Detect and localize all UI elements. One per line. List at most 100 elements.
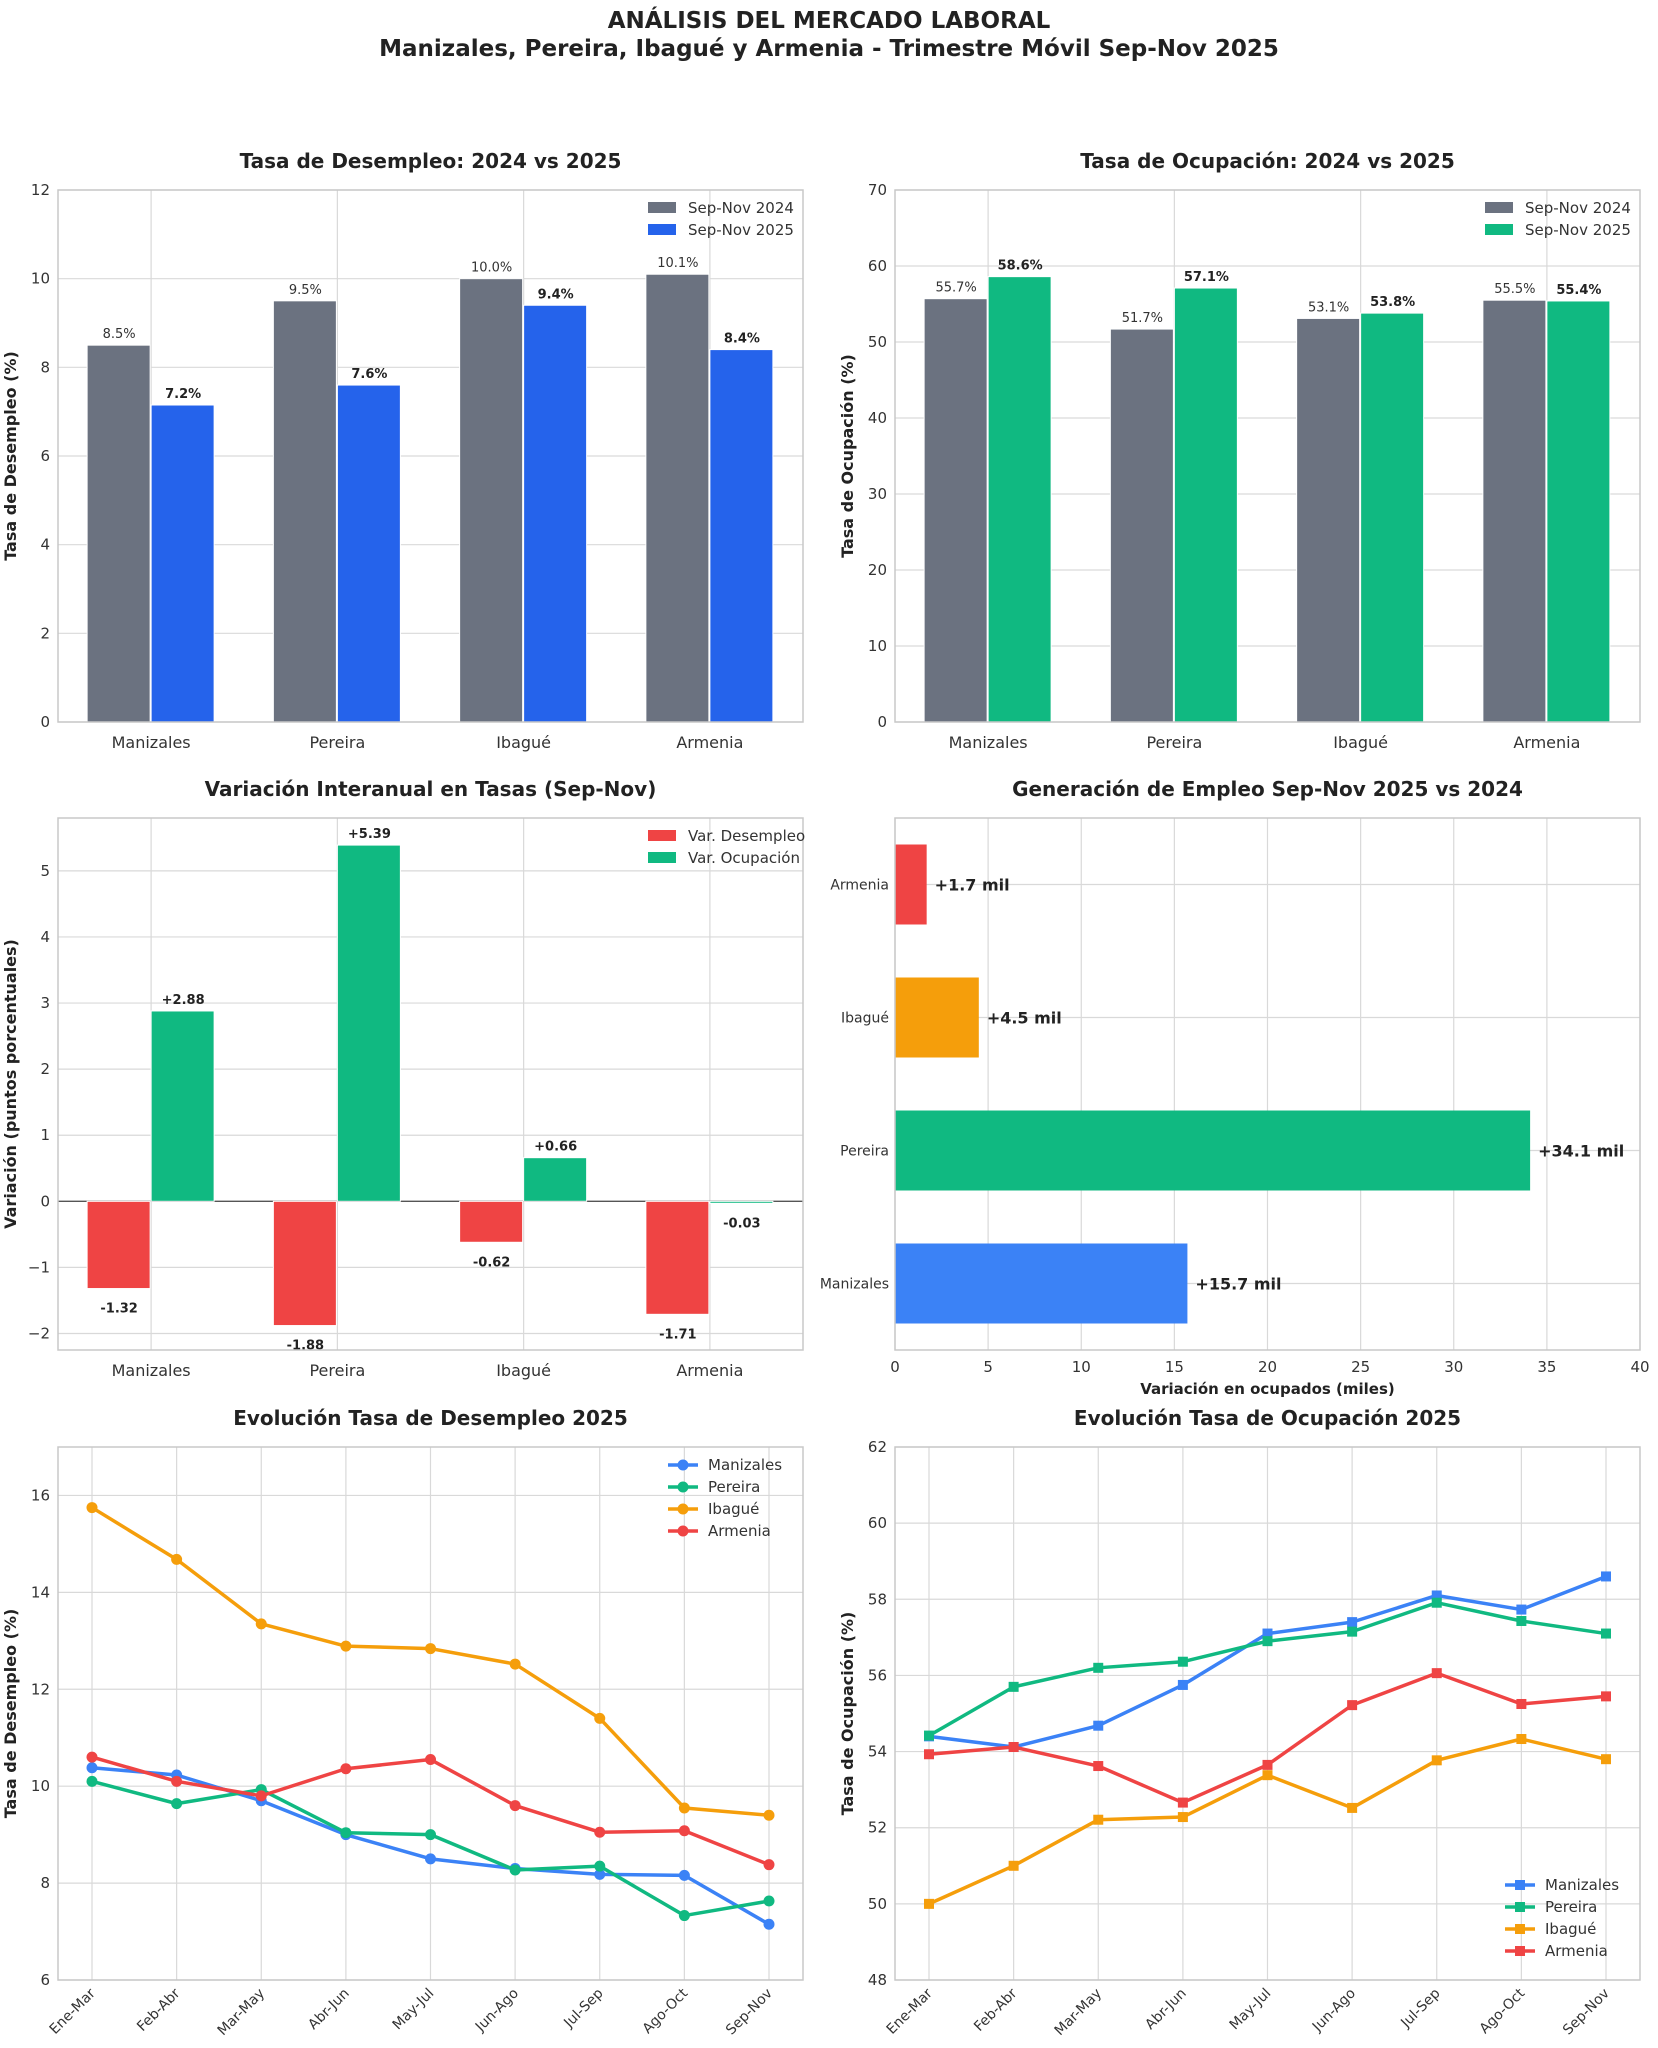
p4-xtick: 20: [1258, 1358, 1277, 1376]
p5-ytick: 10: [31, 1777, 50, 1795]
p1-xtick-ibague: Ibagué: [496, 733, 551, 752]
p2-ytick: 50: [868, 333, 887, 351]
p1-title: Tasa de Desempleo: 2024 vs 2025: [240, 149, 622, 173]
p3-data-label: +5.39: [348, 827, 391, 842]
p3-bar-var-desempleo-armenia: [645, 1200, 710, 1315]
p2-ytick: 70: [868, 181, 887, 199]
p6-point-manizales-jun-ago: [1347, 1617, 1358, 1628]
p5-point-pereira-jun-ago: [509, 1864, 521, 1876]
p5-ytick: 12: [31, 1680, 50, 1698]
p1-bar-sep-nov-2025-manizales: [150, 404, 215, 723]
p3-legend-swatch-var-desempleo: [648, 830, 676, 841]
p1-bar-sep-nov-2024-manizales: [86, 344, 151, 723]
p2-ytick: 30: [868, 485, 887, 503]
p2-data-label: 55.5%: [1494, 282, 1535, 297]
p2-data-label: 51.7%: [1122, 311, 1163, 326]
figure-subtitle: Manizales, Pereira, Ibagué y Armenia - T…: [379, 36, 1279, 62]
p3-data-label: -1.71: [659, 1327, 696, 1342]
p6-point-armenia-feb-abr: [1008, 1742, 1019, 1753]
p4-plot-frame: [894, 817, 1641, 1351]
p2-bar-sep-nov-2025-manizales: [987, 276, 1052, 723]
p5-point-armenia-jul-sep: [594, 1826, 606, 1838]
p6-point-armenia-may-jul: [1262, 1759, 1273, 1770]
p6-point-ibague-jun-ago: [1347, 1802, 1358, 1813]
p2-bar-sep-nov-2024-manizales: [923, 298, 988, 723]
chart-unemployment-evolution: Evolución Tasa de Desempleo 2025 6 8 10 12 14…: [1, 1406, 804, 2039]
p6-point-manizales-mar-may: [1093, 1720, 1104, 1731]
p4-ytick-armenia: Armenia: [830, 878, 889, 894]
p6-xtick-ene-mar: Ene-Mar: [884, 1985, 936, 2037]
p2-bar-sep-nov-2025-pereira: [1173, 287, 1238, 723]
p6-point-pereira-ago-oct: [1516, 1615, 1527, 1626]
p5-xtick-feb-abr: Feb-Abr: [134, 1985, 183, 2034]
p3-ytick: 2: [40, 1060, 50, 1078]
p6-point-pereira-mar-may: [1093, 1662, 1104, 1673]
p5-legend-label: Pereira: [708, 1478, 760, 1496]
p1-legend-label: Sep-Nov 2024: [688, 199, 794, 217]
p1-bar-sep-nov-2024-pereira: [272, 300, 337, 723]
p6-xtick-mar-may: Mar-May: [1052, 1986, 1105, 2039]
p5-legend-marker-armenia: [677, 1525, 689, 1537]
p6-ytick: 58: [868, 1590, 887, 1608]
p3-data-label: -1.32: [100, 1302, 137, 1317]
p5-xtick-mar-may: Mar-May: [215, 1986, 268, 2039]
p5-point-ibague-jul-sep: [594, 1712, 606, 1724]
p3-ytick: 0: [40, 1192, 50, 1210]
p1-xtick-pereira: Pereira: [309, 733, 365, 752]
p6-point-armenia-mar-may: [1093, 1761, 1104, 1772]
p3-bar-var-ocupacion-manizales: [150, 1010, 215, 1202]
p6-point-manizales-sep-nov: [1601, 1571, 1611, 1582]
p4-data-label: +1.7 mil: [935, 876, 1010, 895]
p4-data-label: +34.1 mil: [1538, 1142, 1624, 1161]
p3-legend-label: Var. Desempleo: [688, 827, 805, 845]
p2-plot-frame: [894, 189, 1641, 723]
p5-point-pereira-ago-oct: [678, 1910, 690, 1922]
p6-point-armenia-ago-oct: [1516, 1698, 1527, 1709]
p3-title: Variación Interanual en Tasas (Sep-Nov): [205, 777, 657, 801]
p5-xtick-ago-oct: Ago-Oct: [640, 1985, 692, 2037]
p6-legend-label: Ibagué: [1545, 1920, 1596, 1938]
p5-legend-marker-pereira: [677, 1481, 689, 1493]
p4-ytick-ibague: Ibagué: [841, 1011, 889, 1027]
p4-ytick-manizales: Manizales: [820, 1277, 889, 1293]
p1-ytick: 4: [40, 536, 50, 554]
p6-title: Evolución Tasa de Ocupación 2025: [1074, 1406, 1461, 1430]
p6-legend-label: Pereira: [1545, 1898, 1597, 1916]
p5-legend-marker-manizales: [677, 1459, 689, 1471]
p6-xtick-feb-abr: Feb-Abr: [971, 1985, 1020, 2034]
p5-legend-label: Ibagué: [708, 1500, 759, 1518]
p2-data-label: 55.7%: [935, 281, 976, 296]
p2-bar-sep-nov-2025-ibague: [1360, 312, 1425, 723]
p1-ytick: 6: [40, 447, 50, 465]
chart-occupation-evolution: Evolución Tasa de Ocupación 2025 48 50 52 54…: [838, 1406, 1641, 2039]
p5-point-ibague-sep-nov: [763, 1809, 775, 1821]
p3-data-label: +0.66: [534, 1140, 577, 1155]
p6-legend-marker-manizales: [1515, 1880, 1525, 1890]
p6-point-ibague-may-jul: [1262, 1770, 1273, 1781]
p5-point-pereira-ene-mar: [86, 1775, 98, 1787]
p6-point-ibague-ago-oct: [1516, 1734, 1527, 1745]
p4-xtick: 10: [1072, 1358, 1091, 1376]
p6-xtick-abr-jun: Abr-Jun: [1142, 1986, 1189, 2033]
p6-legend-marker-armenia: [1515, 1946, 1525, 1956]
p5-xtick-jul-sep: Jul-Sep: [560, 1985, 606, 2031]
chart-employment-generation: Generación de Empleo Sep-Nov 2025 vs 202…: [820, 777, 1650, 1398]
p2-bar-sep-nov-2025-armenia: [1546, 300, 1611, 723]
p2-ytick: 60: [868, 257, 887, 275]
p2-xtick-ibague: Ibagué: [1333, 733, 1388, 752]
p3-ytick: 3: [40, 994, 50, 1012]
p3-plot-frame: [57, 817, 804, 1351]
p3-bar-var-desempleo-manizales: [86, 1200, 151, 1290]
p2-legend-swatch-sep-nov-2024: [1485, 202, 1513, 213]
p6-point-ibague-jul-sep: [1431, 1755, 1442, 1766]
chart-occupation-2024-vs-2025: Tasa de Ocupación: 2024 vs 2025 0 10 20 30 40…: [838, 149, 1641, 752]
p5-legend-marker-ibague: [677, 1503, 689, 1515]
p6-point-ibague-abr-jun: [1177, 1812, 1188, 1823]
p6-point-armenia-ene-mar: [924, 1749, 934, 1760]
p2-bar-sep-nov-2024-ibague: [1296, 317, 1361, 723]
p1-xtick-manizales: Manizales: [112, 733, 191, 752]
p1-data-label: 7.2%: [165, 387, 201, 402]
p6-ytick: 54: [868, 1743, 887, 1761]
p1-data-label: 7.6%: [351, 367, 387, 382]
p6-point-manizales-abr-jun: [1177, 1679, 1188, 1690]
